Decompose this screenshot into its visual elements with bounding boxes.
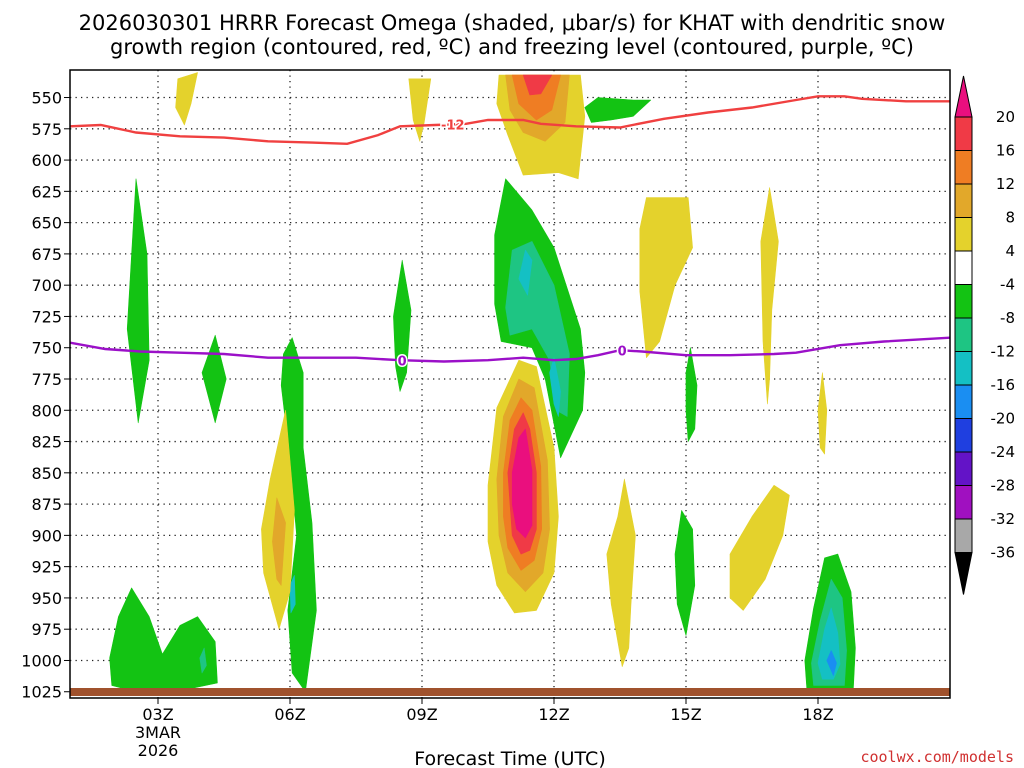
y-tick-label: 825 — [31, 433, 62, 452]
omega-region-pos-4-8 — [729, 484, 790, 611]
colorbar-swatch — [954, 518, 973, 553]
y-tick-label: 800 — [31, 401, 62, 420]
dgz-contour-label: -12 — [441, 118, 465, 133]
x-tick-year: 2026 — [138, 741, 179, 760]
y-tick-label: 975 — [31, 620, 62, 639]
y-tick-label: 575 — [31, 120, 62, 139]
colorbar-swatch — [954, 116, 973, 151]
x-axis-label: Forecast Time (UTC) — [414, 748, 605, 768]
x-tick-label: 09Z — [406, 705, 437, 724]
omega-region-pos-12-16 — [511, 74, 561, 121]
y-tick-label: 650 — [31, 214, 62, 233]
freezing-contour-label-2: 0 — [618, 344, 627, 359]
colorbar-swatch — [954, 485, 973, 520]
colorbar-swatch — [954, 217, 973, 252]
contour-lines: -12 0 0 — [70, 95, 950, 371]
omega-region-pos-4-8 — [606, 478, 636, 668]
freezing-level-contour — [70, 336, 950, 363]
colorbar-label: -24 — [991, 443, 1016, 461]
omega-region-neg-12-16 — [518, 249, 533, 296]
y-tick-label: 750 — [31, 339, 62, 358]
colorbar-label: 4 — [1005, 242, 1015, 260]
y-tick-label: 550 — [31, 89, 62, 108]
omega-region-neg-4-8 — [201, 334, 227, 424]
y-tick-label: 700 — [31, 276, 62, 295]
omega-region-pos-8-12 — [272, 497, 286, 586]
x-tick-label: 18Z — [802, 705, 833, 724]
omega-region-neg-4-8 — [584, 97, 652, 123]
freezing-contour-label: 0 — [398, 354, 407, 369]
colorbar-label: -12 — [991, 343, 1016, 361]
colorbar-label: -8 — [1000, 309, 1015, 327]
colorbar-bottom-arrow — [954, 552, 973, 595]
omega-region-pos-gt-20 — [511, 428, 533, 539]
colorbar-swatch — [954, 183, 973, 218]
y-tick-label: 600 — [31, 151, 62, 170]
colorbar-label: 8 — [1005, 209, 1015, 227]
colorbar-top-arrow — [954, 75, 973, 118]
colorbar-swatch — [954, 418, 973, 453]
colorbar-label: -16 — [991, 376, 1016, 394]
omega-region-neg-16-20 — [826, 650, 837, 676]
colorbar-label: -32 — [991, 510, 1016, 528]
omega-region-pos-4-8 — [408, 78, 432, 142]
y-axis-pressure: 550 575 600 625 650 675 700 725 750 775 800 825 850 8… — [21, 89, 70, 702]
omega-region-pos-16-20 — [522, 74, 553, 96]
y-tick-label: 875 — [31, 495, 62, 514]
ground-surface — [70, 688, 950, 696]
y-tick-label: 925 — [31, 558, 62, 577]
colorbar-swatch — [954, 150, 973, 185]
chart-title-line-2: growth region (contoured, red, ºC) and f… — [110, 35, 914, 59]
colorbar-swatch — [954, 451, 973, 486]
colorbar-label: -4 — [1000, 276, 1015, 294]
y-tick-label: 1000 — [21, 651, 62, 670]
omega-region-neg-4-8 — [126, 178, 150, 424]
colorbar-swatch — [954, 250, 973, 285]
omega-region-neg-4-8 — [685, 347, 698, 442]
x-tick-label: 06Z — [274, 705, 305, 724]
omega-region-neg-4-8 — [393, 259, 412, 392]
colorbar-label: 20 — [996, 108, 1015, 126]
y-tick-label: 625 — [31, 182, 62, 201]
x-tick-label: 12Z — [538, 705, 569, 724]
colorbar-swatch — [954, 284, 973, 319]
omega-region-neg-8-12 — [199, 647, 207, 674]
y-tick-label: 900 — [31, 526, 62, 545]
colorbar-label: 16 — [996, 142, 1015, 160]
x-tick-label: 15Z — [670, 705, 701, 724]
y-tick-label: 950 — [31, 589, 62, 608]
omega-region-pos-4-8 — [760, 187, 779, 405]
colorbar-label: -36 — [991, 544, 1016, 562]
y-tick-label: 675 — [31, 245, 62, 264]
colorbar: 20 16 12 8 4 -4 -8 -12 -16 -20 -24 -28 -32 -36 — [954, 75, 1016, 595]
omega-shading — [109, 72, 856, 693]
colorbar-swatch — [954, 351, 973, 386]
dgz-contour-minus12 — [70, 95, 950, 146]
site-credit: coolwx.com/models — [860, 748, 1014, 766]
y-tick-label: 1025 — [21, 683, 62, 702]
chart-title-line-1: 2026030301 HRRR Forecast Omega (shaded, … — [79, 11, 946, 35]
omega-region-neg-4-8 — [674, 510, 696, 636]
colorbar-label: -20 — [991, 410, 1016, 428]
omega-region-pos-4-8 — [639, 197, 693, 359]
y-tick-label: 725 — [31, 307, 62, 326]
colorbar-swatch — [954, 384, 973, 419]
y-tick-label: 775 — [31, 370, 62, 389]
colorbar-label: -28 — [991, 477, 1016, 495]
omega-region-pos-4-8 — [175, 72, 198, 126]
x-tick-date: 3MAR — [135, 723, 181, 742]
omega-region-pos-4-8 — [817, 372, 828, 455]
colorbar-label: 12 — [996, 175, 1015, 193]
x-tick-label: 03Z — [142, 705, 173, 724]
omega-region-neg-12-16 — [289, 575, 296, 614]
colorbar-swatch — [954, 317, 973, 352]
y-tick-label: 850 — [31, 464, 62, 483]
plot-frame — [69, 69, 951, 699]
